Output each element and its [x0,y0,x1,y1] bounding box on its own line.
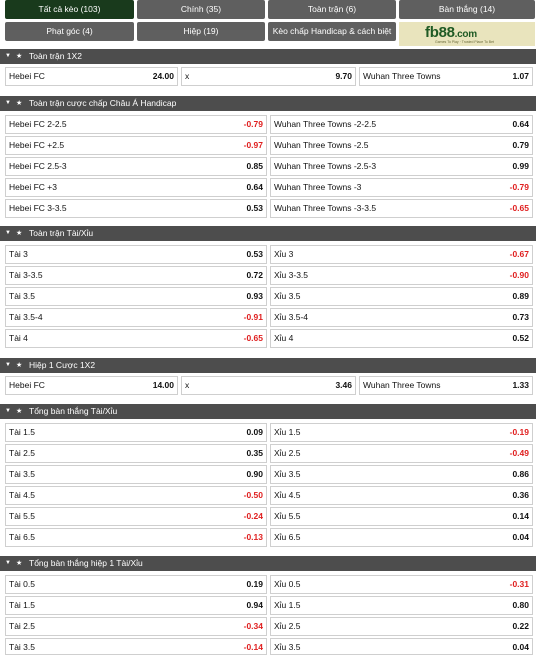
star-icon[interactable]: ★ [16,230,23,237]
section-title: Tổng bàn thắng hiệp 1 Tài/Xỉu [29,558,143,568]
star-icon[interactable]: ★ [16,362,23,369]
star-icon[interactable]: ★ [16,53,23,60]
odds-cell[interactable]: Hebei FC 2.5-3 0.85 [5,157,267,176]
odds-cell[interactable]: Tài 1.5 0.94 [5,596,267,615]
odds-cell[interactable]: Tài 2.5 -0.34 [5,617,267,636]
market-tabs: Tất cả kèo (103) Chính (35) Toàn trận (6… [0,0,536,55]
odds-cell-home[interactable]: Hebei FC 24.00 [5,67,178,86]
odds-cell[interactable]: Xỉu 4 0.52 [270,329,533,348]
chevron-down-icon[interactable]: ▼ [5,230,11,236]
section-header[interactable]: ▼ ★ Tổng bàn thắng Tài/Xỉu [0,404,536,419]
odds-cell[interactable]: Tài 2.5 0.35 [5,444,267,463]
section-title: Toàn trận Tài/Xỉu [29,228,94,238]
chevron-down-icon[interactable]: ▼ [5,362,11,368]
section-header[interactable]: ▼ ★ Toàn trận 1X2 [0,49,536,64]
odds-cell[interactable]: Xỉu 3.5 0.86 [270,465,533,484]
odds-cell-away[interactable]: Wuhan Three Towns 1.33 [359,376,533,395]
odds-cell[interactable]: Xỉu 3 -0.67 [270,245,533,264]
odds-cell[interactable]: Tài 3.5 0.93 [5,287,267,306]
section-first-half-1x2: ▼ ★ Hiệp 1 Cược 1X2 Hebei FC 14.00 x 3.46 … [0,358,536,396]
section-title: Toàn trận 1X2 [29,51,82,61]
odds-cell[interactable]: Tài 6.5 -0.13 [5,528,267,547]
odds-cell[interactable]: Tài 4.5 -0.50 [5,486,267,505]
odds-cell[interactable]: Xỉu 6.5 0.04 [270,528,533,547]
odds-cell[interactable]: Hebei FC +3 0.64 [5,178,267,197]
odds-cell[interactable]: Tài 3.5-4 -0.91 [5,308,267,327]
fb88-logo: fb88.com Games To Play · Trusted Place T… [399,22,535,46]
section-asian-handicap: ▼ ★ Toàn trận cược chấp Châu Á Handicap … [0,96,536,219]
section-first-half-total-goals: ▼ ★ Tổng bàn thắng hiệp 1 Tài/Xỉu Tài 0.… [0,556,536,655]
odds-cell[interactable]: Wuhan Three Towns -2.5-3 0.99 [270,157,533,176]
odds-cell[interactable]: Xỉu 4.5 0.36 [270,486,533,505]
odds-cell[interactable]: Xỉu 2.5 0.22 [270,617,533,636]
odds-cell[interactable]: Hebei FC 2-2.5 -0.79 [5,115,267,134]
tab-handicap-margin[interactable]: Kèo chấp Handicap & cách biệt (5) [268,22,396,55]
odds-cell[interactable]: Xỉu 3-3.5 -0.90 [270,266,533,285]
section-header[interactable]: ▼ ★ Tổng bàn thắng hiệp 1 Tài/Xỉu [0,556,536,571]
odds-cell[interactable]: Xỉu 3.5-4 0.73 [270,308,533,327]
odds-cell[interactable]: Xỉu 3.5 0.04 [270,638,533,655]
tab-corners[interactable]: Phạt góc (4) [5,22,134,41]
odds-cell[interactable]: Tài 3 0.53 [5,245,267,264]
odds-cell-home[interactable]: Hebei FC 14.00 [5,376,178,395]
odds-cell[interactable]: Wuhan Three Towns -3-3.5 -0.65 [270,199,533,218]
odds-cell[interactable]: Tài 1.5 0.09 [5,423,267,442]
odds-cell[interactable]: Xỉu 1.5 0.80 [270,596,533,615]
section-header[interactable]: ▼ ★ Toàn trận Tài/Xỉu [0,226,536,241]
odds-cell-draw[interactable]: x 3.46 [181,376,356,395]
odds-cell[interactable]: Xỉu 1.5 -0.19 [270,423,533,442]
odds-cell[interactable]: Hebei FC +2.5 -0.97 [5,136,267,155]
odds-cell[interactable]: Wuhan Three Towns -3 -0.79 [270,178,533,197]
section-fulltime-1x2: ▼ ★ Toàn trận 1X2 Hebei FC 24.00 x 9.70 Wu… [0,49,536,87]
odds-cell[interactable]: Wuhan Three Towns -2-2.5 0.64 [270,115,533,134]
odds-cell[interactable]: Tài 3-3.5 0.72 [5,266,267,285]
logo-wordmark: fb88.com [425,24,477,41]
tab-goals[interactable]: Bàn thắng (14) [399,0,535,19]
section-title: Hiệp 1 Cược 1X2 [29,360,96,370]
tab-half[interactable]: Hiệp (19) [137,22,265,41]
section-title: Toàn trận cược chấp Châu Á Handicap [29,98,177,108]
chevron-down-icon[interactable]: ▼ [5,408,11,414]
section-title: Tổng bàn thắng Tài/Xỉu [29,406,118,416]
chevron-down-icon[interactable]: ▼ [5,100,11,106]
odds-cell[interactable]: Tài 3.5 -0.14 [5,638,267,655]
odds-cell[interactable]: Tài 4 -0.65 [5,329,267,348]
odds-cell[interactable]: Tài 3.5 0.90 [5,465,267,484]
odds-cell-away[interactable]: Wuhan Three Towns 1.07 [359,67,533,86]
odds-cell[interactable]: Xỉu 0.5 -0.31 [270,575,533,594]
section-header[interactable]: ▼ ★ Toàn trận cược chấp Châu Á Handicap [0,96,536,111]
odds-cell[interactable]: Xỉu 5.5 0.14 [270,507,533,526]
section-total-goals-over-under: ▼ ★ Tổng bàn thắng Tài/Xỉu Tài 1.5 0.09 X… [0,404,536,548]
odds-cell[interactable]: Xỉu 2.5 -0.49 [270,444,533,463]
tab-all-markets[interactable]: Tất cả kèo (103) [5,0,134,19]
odds-cell[interactable]: Tài 0.5 0.19 [5,575,267,594]
odds-cell[interactable]: Hebei FC 3-3.5 0.53 [5,199,267,218]
tab-main[interactable]: Chính (35) [137,0,265,19]
odds-cell[interactable]: Tài 5.5 -0.24 [5,507,267,526]
odds-cell[interactable]: Xỉu 3.5 0.89 [270,287,533,306]
chevron-down-icon[interactable]: ▼ [5,560,11,566]
star-icon[interactable]: ★ [16,100,23,107]
odds-cell-draw[interactable]: x 9.70 [181,67,356,86]
star-icon[interactable]: ★ [16,560,23,567]
section-header[interactable]: ▼ ★ Hiệp 1 Cược 1X2 [0,358,536,373]
section-fulltime-over-under: ▼ ★ Toàn trận Tài/Xỉu Tài 3 0.53 Xỉu 3 -0.… [0,226,536,349]
tab-full-match[interactable]: Toàn trận (6) [268,0,396,19]
star-icon[interactable]: ★ [16,408,23,415]
odds-cell[interactable]: Wuhan Three Towns -2.5 0.79 [270,136,533,155]
logo-slogan: Games To Play · Trusted Place To Bet [435,40,495,44]
chevron-down-icon[interactable]: ▼ [5,53,11,59]
